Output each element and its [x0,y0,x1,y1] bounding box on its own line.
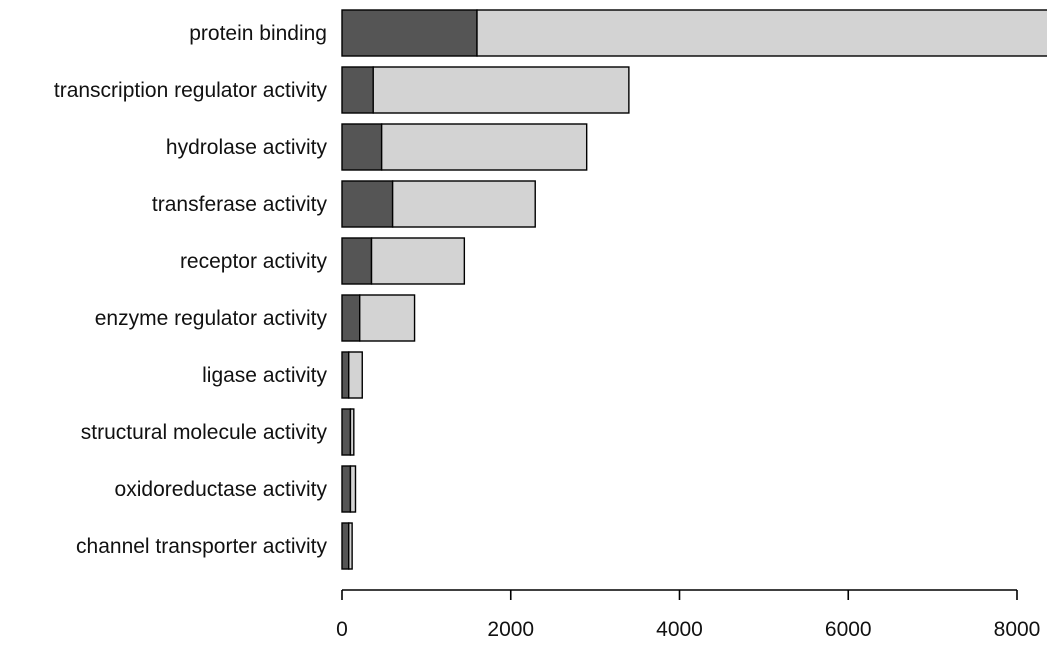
category-label-transcription-regulator-activity: transcription regulator activity [54,79,328,102]
category-label-hydrolase-activity: hydrolase activity [166,136,328,159]
bar-ligase-activity-segment-1 [341,351,350,399]
bar-structural-molecule-activity-segment-2 [349,408,355,456]
x-tick-label-8000: 8000 [994,618,1041,641]
bar-receptor-activity-segment-1 [341,237,373,285]
bar-protein-binding-segment-1 [341,9,478,57]
category-label-ligase-activity: ligase activity [202,364,327,387]
bar-enzyme-regulator-activity-segment-1 [341,294,361,342]
category-label-receptor-activity: receptor activity [180,250,328,273]
x-tick-label-0: 0 [336,618,348,641]
bar-oxidoreductase-activity-segment-1 [341,465,352,513]
category-label-oxidoreductase-activity: oxidoreductase activity [115,478,328,501]
category-labels: protein binding transcription regulator a… [54,22,328,558]
bar-channel-transporter-activity-segment-2 [348,522,353,570]
x-axis: 0 2000 4000 6000 8000 [336,589,1041,641]
bar-structural-molecule-activity-segment-1 [341,408,352,456]
bar-enzyme-regulator-activity-segment-2 [359,294,416,342]
bar-transferase-activity-segment-1 [341,180,394,228]
category-label-transferase-activity: transferase activity [152,193,328,216]
category-label-channel-transporter-activity: channel transporter activity [76,535,327,558]
bar-transcription-regulator-activity-segment-1 [341,66,374,114]
category-label-enzyme-regulator-activity: enzyme regulator activity [95,307,328,330]
x-tick-label-4000: 4000 [656,618,703,641]
x-tick-label-6000: 6000 [825,618,872,641]
bar-protein-binding-segment-2 [476,9,1047,57]
category-label-structural-molecule-activity: structural molecule activity [81,421,328,444]
bar-transferase-activity-segment-2 [391,180,536,228]
bar-oxidoreductase-activity-segment-2 [349,465,357,513]
bar-transcription-regulator-activity-segment-2 [372,66,630,114]
x-tick-label-2000: 2000 [487,618,534,641]
bar-hydrolase-activity-segment-1 [341,123,383,171]
bar-ligase-activity-segment-2 [348,351,363,399]
bar-channel-transporter-activity-segment-1 [341,522,350,570]
bar-receptor-activity-segment-2 [370,237,466,285]
category-label-protein-binding: protein binding [189,22,327,45]
bars-group [341,9,1047,570]
bar-hydrolase-activity-segment-2 [380,123,588,171]
